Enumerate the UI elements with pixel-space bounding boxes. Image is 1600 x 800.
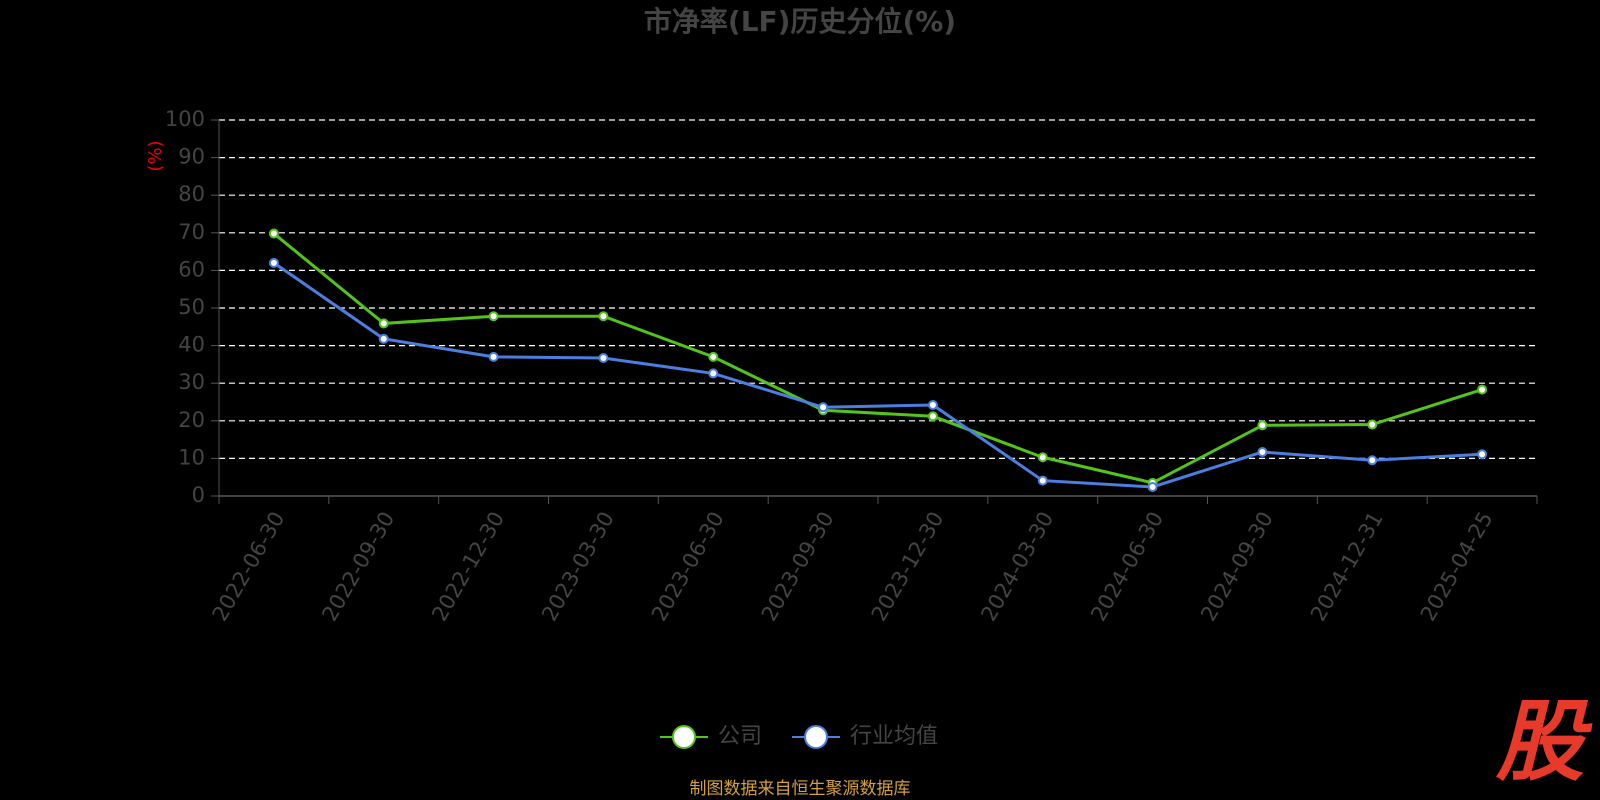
y-tick-label: 50: [178, 295, 205, 319]
point: [378, 318, 389, 329]
y-tick-label: 100: [165, 107, 205, 131]
point: [598, 353, 609, 364]
point: [268, 228, 279, 239]
series-line: [273, 261, 1483, 489]
x-tick-label: 2025-04-25: [1416, 508, 1498, 626]
y-tick-label: 10: [178, 445, 205, 469]
x-tick-label: 2024-09-30: [1196, 508, 1278, 626]
y-tick-label: 90: [178, 145, 205, 169]
point: [927, 400, 938, 411]
point: [1367, 455, 1378, 466]
point: [708, 368, 719, 379]
point: [1257, 420, 1268, 431]
x-tick-label: 2023-09-30: [757, 508, 839, 626]
y-tick-label: 30: [178, 370, 205, 394]
point: [1147, 481, 1158, 492]
point: [1037, 452, 1048, 463]
chart-title: 市净率(LF)历史分位(%): [644, 5, 956, 38]
x-tick-label: 2023-06-30: [647, 508, 729, 626]
y-tick-label: 70: [178, 220, 205, 244]
x-tick-label: 2022-06-30: [208, 508, 290, 626]
y-axis-label: (%): [145, 140, 166, 171]
point: [1477, 449, 1488, 460]
point: [1367, 419, 1378, 430]
source-note: 制图数据来自恒生聚源数据库: [690, 779, 911, 799]
point: [708, 351, 719, 362]
point: [378, 333, 389, 344]
x-tick-label: 2022-12-30: [427, 508, 509, 626]
x-tick-label: 2023-12-30: [867, 508, 949, 626]
point: [1477, 384, 1488, 395]
point: [818, 402, 829, 413]
point: [1257, 447, 1268, 458]
watermark: 股: [1495, 690, 1593, 793]
legend-label: 行业均值: [850, 724, 938, 749]
x-tick-label: 2023-03-30: [537, 508, 619, 626]
point: [927, 411, 938, 422]
point: [1037, 475, 1048, 486]
legend-marker: [672, 725, 696, 749]
series-line: [272, 232, 1483, 485]
legend-label: 公司: [718, 724, 762, 749]
point: [268, 257, 279, 268]
y-tick-label: 40: [178, 333, 205, 357]
legend-marker: [804, 725, 829, 749]
y-tick-label: 0: [192, 483, 205, 507]
x-tick-label: 2024-12-31: [1306, 508, 1388, 626]
point: [488, 351, 499, 362]
x-tick-label: 2022-09-30: [317, 508, 399, 626]
point: [488, 311, 499, 322]
y-tick-label: 80: [178, 182, 205, 206]
point: [598, 311, 609, 322]
y-tick-label: 20: [178, 408, 205, 432]
x-tick-label: 2024-03-30: [976, 508, 1058, 626]
x-tick-label: 2024-06-30: [1086, 508, 1168, 626]
y-tick-label: 60: [178, 257, 205, 281]
